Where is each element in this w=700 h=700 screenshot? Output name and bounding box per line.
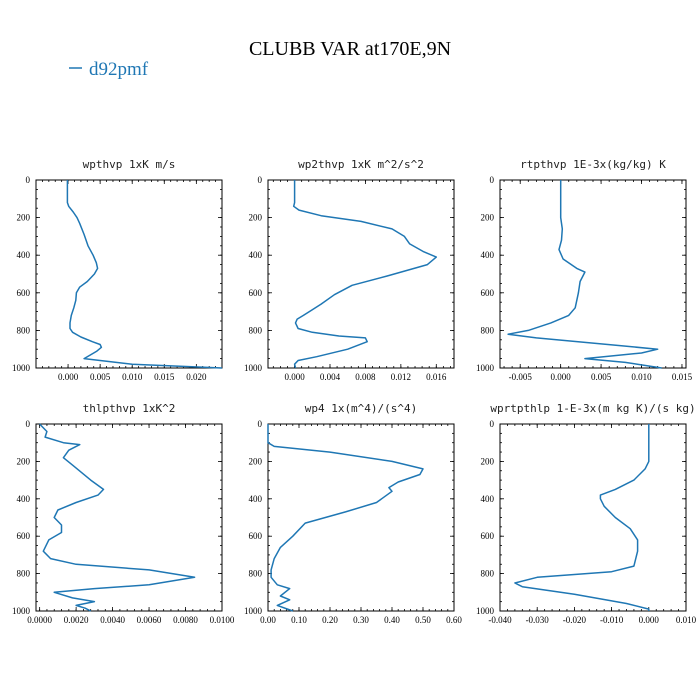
x-tick-label: 0.0080 [173, 615, 198, 625]
x-tick-label: 0.016 [426, 372, 447, 382]
x-tick-label: 0.0100 [210, 615, 235, 625]
x-tick-label: 0.010 [676, 615, 697, 625]
x-tick-label: 0.0040 [100, 615, 125, 625]
panel-1: wpthvp 1xK m/s 0.000 0.005 0.010 0.015 0.020 0… [12, 158, 223, 382]
x-tick-label: 0.0020 [64, 615, 89, 625]
x-tick-label: -0.020 [563, 615, 587, 625]
x-tick-label: -0.040 [488, 615, 512, 625]
x-tick-label: 0.30 [353, 615, 369, 625]
y-tick-label: 600 [481, 288, 495, 298]
series-line-d92pmf [514, 424, 650, 611]
y-tick-label: 600 [481, 531, 495, 541]
y-tick-label: 1000 [12, 363, 31, 373]
x-tick-label: 0.000 [284, 372, 305, 382]
series-line-d92pmf [66, 180, 223, 369]
panel-title: wp2thvp 1xK m^2/s^2 [298, 158, 424, 171]
panel-title: wpthvp 1xK m/s [83, 158, 176, 171]
panel-title: wprtpthlp 1-E-3x(m kg K)/(s kg) [490, 402, 695, 415]
x-tick-label: 0.004 [320, 372, 341, 382]
x-tick-label: 0.50 [415, 615, 431, 625]
y-tick-label: 0 [258, 175, 263, 185]
y-tick-label: 800 [17, 569, 31, 579]
plot-frame [35, 423, 223, 612]
x-tick-label: -0.030 [526, 615, 550, 625]
y-tick-label: 200 [249, 213, 263, 223]
y-tick-label: 400 [249, 494, 263, 504]
y-tick-label: 0 [490, 419, 495, 429]
y-tick-label: 400 [17, 494, 31, 504]
y-tick-label: 0 [26, 175, 31, 185]
y-tick-label: 200 [481, 213, 495, 223]
panels-group: wpthvp 1xK m/s0.000 0.005 0.010 0.015 0.0200… [12, 158, 697, 625]
y-tick-label: 400 [17, 250, 31, 260]
panel-2: wp2thvp 1xK m^2/s^2 0.000 0.004 0.008 0.012 0… [244, 158, 455, 382]
plot-frame [35, 179, 223, 369]
y-tick-label: 200 [481, 456, 495, 466]
panel-title: thlpthvp 1xK^2 [83, 402, 176, 415]
y-tick-label: 400 [249, 250, 263, 260]
x-tick-label: 0.0060 [137, 615, 162, 625]
x-tick-label: 0.010 [122, 372, 143, 382]
y-tick-label: 800 [249, 569, 263, 579]
x-tick-label: 0.008 [355, 372, 376, 382]
y-tick-label: 600 [17, 531, 31, 541]
plot-frame [499, 179, 687, 369]
y-tick-label: 800 [481, 325, 495, 335]
panel-title: rtpthvp 1E-3x(kg/kg) K [520, 158, 666, 171]
figure-title: CLUBB VAR at170E,9N [249, 38, 451, 60]
y-tick-label: 600 [249, 288, 263, 298]
x-tick-label: 0.012 [391, 372, 411, 382]
y-tick-label: 1000 [476, 606, 495, 616]
y-tick-label: 800 [249, 325, 263, 335]
legend-label: d92pmf [89, 59, 149, 80]
series-line-d92pmf [292, 180, 438, 369]
x-tick-label: 0.005 [591, 372, 612, 382]
x-tick-label: 0.20 [322, 615, 338, 625]
y-tick-label: 800 [481, 569, 495, 579]
y-tick-label: 0 [490, 175, 495, 185]
x-tick-label: 0.0000 [27, 615, 52, 625]
x-tick-label: 0.40 [384, 615, 400, 625]
y-tick-label: 400 [481, 250, 495, 260]
panel-6: wprtpthlp 1-E-3x(m kg K)/(s kg) -0.040 -0.… [476, 402, 697, 625]
x-tick-label: -0.010 [600, 615, 624, 625]
y-tick-label: 600 [17, 288, 31, 298]
y-tick-label: 600 [249, 531, 263, 541]
y-tick-label: 200 [17, 456, 31, 466]
x-tick-label: 0.10 [291, 615, 307, 625]
y-tick-label: 1000 [476, 363, 495, 373]
plot-frame [499, 423, 687, 612]
y-tick-label: 0 [26, 419, 31, 429]
x-tick-label: 0.015 [154, 372, 175, 382]
y-tick-label: 400 [481, 494, 495, 504]
x-tick-label: 0.000 [639, 615, 660, 625]
series-line-d92pmf [267, 424, 424, 612]
x-tick-label: 0.020 [186, 372, 207, 382]
x-tick-label: -0.005 [509, 372, 533, 382]
y-tick-label: 1000 [244, 606, 263, 616]
panel-title: wp4 1x(m^4)/(s^4) [305, 402, 418, 415]
panel-3: rtpthvp 1E-3x(kg/kg) K -0.005 0.000 0.005 0.… [476, 158, 693, 382]
x-tick-label: 0.015 [672, 372, 693, 382]
x-tick-label: 0.010 [631, 372, 652, 382]
y-tick-label: 0 [258, 419, 263, 429]
y-tick-label: 1000 [244, 363, 263, 373]
x-tick-label: 0.000 [551, 372, 572, 382]
y-tick-label: 1000 [12, 606, 31, 616]
panel-4: thlpthvp 1xK^2 0.0000 0.0020 0.0040 0.0060 0.… [12, 402, 235, 625]
x-tick-label: 0.005 [90, 372, 111, 382]
x-tick-label: 0.60 [446, 615, 462, 625]
y-tick-label: 800 [17, 325, 31, 335]
y-tick-label: 200 [249, 456, 263, 466]
plot-frame [267, 423, 455, 612]
panel-5: wp4 1x(m^4)/(s^4) 0.00 0.10 0.20 0.30 0.40 0.5… [244, 402, 462, 625]
x-tick-label: 0.00 [260, 615, 276, 625]
series-line-d92pmf [507, 180, 662, 369]
y-tick-label: 200 [17, 213, 31, 223]
x-tick-label: 0.000 [58, 372, 79, 382]
series-line-d92pmf [39, 423, 196, 612]
